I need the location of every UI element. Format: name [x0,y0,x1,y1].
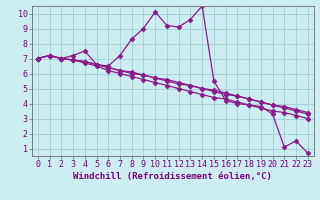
X-axis label: Windchill (Refroidissement éolien,°C): Windchill (Refroidissement éolien,°C) [73,172,272,181]
